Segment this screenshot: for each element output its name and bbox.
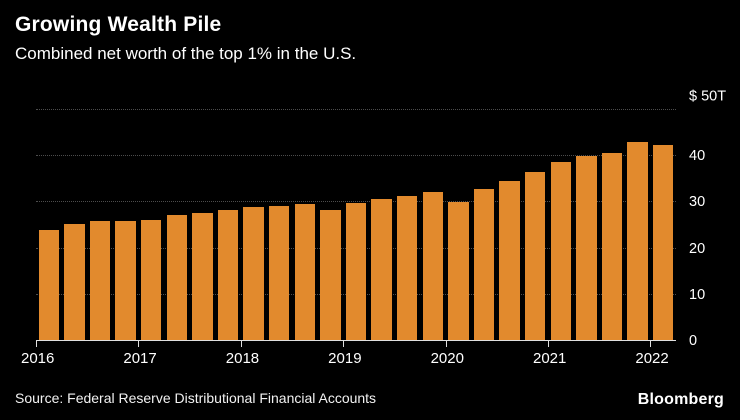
- x-axis-year-label: 2020: [430, 350, 464, 367]
- bar-2020-q3: [497, 181, 523, 341]
- y-axis-tick-label: 20: [689, 240, 706, 257]
- bar-2022-q1: [650, 145, 676, 341]
- chart-subtitle: Combined net worth of the top 1% in the …: [15, 44, 357, 63]
- x-axis-tick: [650, 341, 652, 347]
- bar-2018-q1: [241, 207, 267, 341]
- x-axis-year-label: 2019: [328, 350, 362, 367]
- x-axis-tick: [36, 341, 37, 347]
- x-axis-tick: [138, 341, 140, 347]
- bar-2018-q3: [292, 203, 318, 341]
- bar-2019-q2: [369, 198, 395, 341]
- y-axis-tick-label: 0: [689, 333, 698, 349]
- y-axis-tick-label: 10: [689, 286, 706, 303]
- x-axis-year-label: 2022: [635, 350, 669, 367]
- x-axis-year-label: 2016: [20, 350, 55, 367]
- x-axis-year-label: 2021: [532, 350, 567, 367]
- y-axis-tick-label: 30: [689, 194, 706, 211]
- x-axis-tick: [240, 341, 242, 347]
- bar-2020-q4: [522, 171, 548, 341]
- bar-2018-q2: [266, 206, 292, 341]
- bloomberg-logo: Bloomberg: [637, 391, 724, 408]
- x-axis-tick: [445, 341, 447, 347]
- bar-2016-q4: [113, 220, 139, 341]
- source-text: Source: Federal Reserve Distributional F…: [15, 390, 377, 406]
- bar-2016-q3: [87, 221, 113, 341]
- bar-2018-q4: [318, 210, 344, 341]
- bar-2017-q3: [190, 212, 216, 341]
- bar-2021-q3: [599, 152, 625, 341]
- bar-2020-q2: [471, 188, 497, 341]
- x-axis-line: [36, 340, 676, 341]
- bar-2017-q1: [138, 219, 164, 341]
- bar-2019-q4: [420, 192, 446, 341]
- bar-2017-q4: [215, 209, 241, 341]
- y-axis-tick-label: $ 50T: [689, 88, 727, 105]
- bar-2019-q1: [343, 202, 369, 341]
- y-axis-tick-label: 40: [689, 148, 706, 165]
- gridline-30: [36, 201, 676, 203]
- bar-2016-q2: [62, 224, 88, 341]
- x-axis-year-label: 2018: [225, 350, 260, 367]
- x-axis-year-label: 2017: [123, 350, 157, 367]
- x-axis-tick: [343, 341, 345, 347]
- bar-2016-q1: [36, 230, 62, 341]
- plot-area: $ 50T 40 30 20 10 0 2016 2017 2018 2019 2020 2021 2…: [21, 88, 726, 367]
- bar-2021-q4: [625, 142, 651, 341]
- gridline-50: [36, 109, 676, 110]
- bar-2020-q1: [446, 201, 472, 341]
- bar-2021-q2: [574, 155, 600, 341]
- chart-title: Growing Wealth Pile: [15, 13, 222, 36]
- bar-2021-q1: [548, 161, 574, 341]
- bar-2019-q3: [394, 196, 420, 341]
- chart-header: Growing Wealth Pile Combined net worth o…: [15, 13, 725, 64]
- x-axis-tick: [548, 341, 549, 347]
- gridline-40: [36, 155, 676, 157]
- bar-2017-q2: [164, 215, 190, 341]
